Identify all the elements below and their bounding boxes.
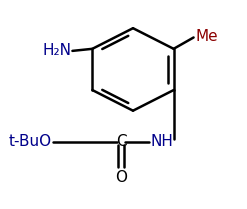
Text: H₂N: H₂N (42, 43, 71, 58)
Text: Me: Me (196, 29, 219, 44)
Text: O: O (115, 171, 127, 186)
Text: t-BuO: t-BuO (9, 134, 52, 149)
Text: C: C (116, 134, 126, 149)
Text: NH: NH (151, 134, 173, 149)
